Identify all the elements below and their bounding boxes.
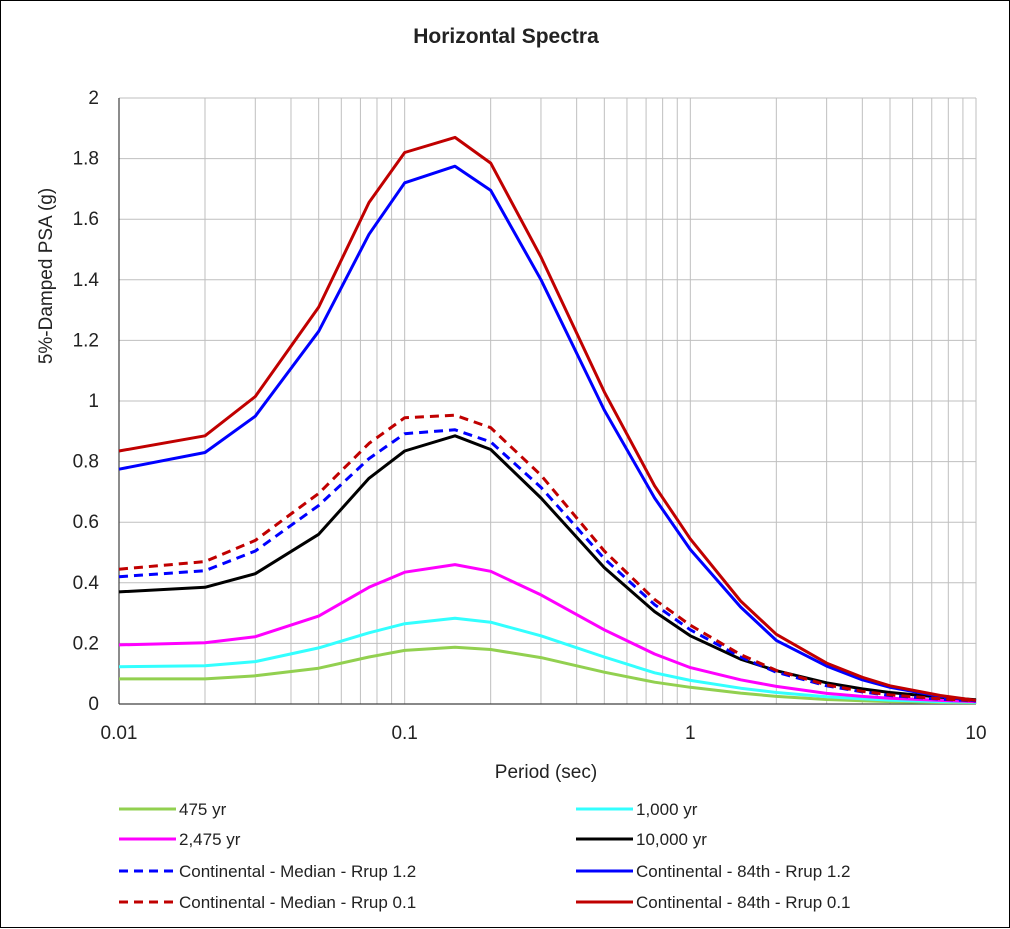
- y-tick-label: 1.2: [73, 330, 99, 351]
- series-line-3: [118, 563, 977, 704]
- y-tick-label: 2: [88, 88, 99, 109]
- series-layer: [118, 135, 977, 705]
- legend-label: 475 yr: [179, 800, 227, 819]
- series-line-6: [118, 164, 977, 703]
- y-tick-label: 0.2: [73, 633, 99, 654]
- y-tick-label: 0.8: [73, 452, 99, 473]
- legend-label: Continental - Median - Rrup 1.2: [179, 862, 416, 881]
- series-line-4: [118, 434, 977, 702]
- axis-layer: 0 0.2 0.4 0.6 0.8 1 1.2 1.4 1.6 1.8 2 0.01 0.1 1 10: [73, 88, 987, 744]
- series-line-1: [119, 645, 977, 705]
- x-tick-label: 10: [965, 723, 986, 744]
- series-line-2: [118, 616, 977, 704]
- y-tick-label: 0.6: [73, 512, 99, 533]
- x-axis-label: Period (sec): [495, 762, 597, 783]
- y-tick-label: 1: [88, 391, 99, 412]
- chart-title: Horizontal Spectra: [413, 25, 599, 48]
- legend-label: 2,475 yr: [179, 830, 241, 849]
- y-tick-label: 0.4: [73, 573, 100, 594]
- legend-label: Continental - Median - Rrup 0.1: [179, 893, 416, 912]
- y-axis-label: 5%-Damped PSA (g): [36, 188, 57, 364]
- y-tick-label: 1.8: [73, 149, 99, 170]
- series-line-8: [118, 135, 977, 702]
- y-tick-label: 1.4: [73, 270, 100, 291]
- legend-label: Continental - 84th - Rrup 0.1: [636, 893, 851, 912]
- legend-label: Continental - 84th - Rrup 1.2: [636, 862, 851, 881]
- x-tick-label: 0.1: [391, 723, 417, 744]
- legend: 475 yr 1,000 yr 2,475 yr 10,000 yr Continent…: [119, 800, 851, 912]
- y-tick-label: 1.6: [73, 209, 99, 230]
- x-tick-label: 0.01: [101, 723, 138, 744]
- series-line-7: [118, 413, 977, 703]
- x-tick-label: 1: [685, 723, 696, 744]
- legend-label: 10,000 yr: [636, 830, 707, 849]
- grid-layer: [118, 97, 977, 704]
- legend-label: 1,000 yr: [636, 800, 698, 819]
- y-tick-label: 0: [88, 694, 99, 715]
